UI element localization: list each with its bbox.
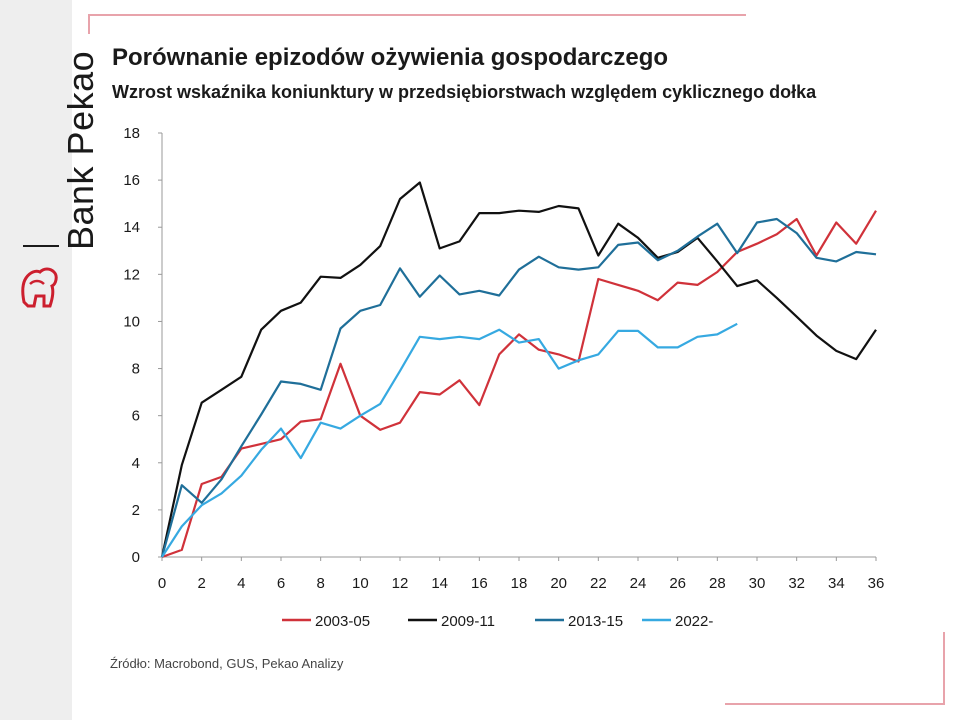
brand-sidebar: Bank Pekao bbox=[0, 0, 101, 720]
chart-lines bbox=[160, 181, 877, 559]
x-tick-label: 30 bbox=[749, 575, 766, 592]
x-tick-label: 4 bbox=[237, 575, 245, 592]
y-tick-label: 10 bbox=[123, 313, 140, 330]
x-tick-label: 26 bbox=[669, 575, 686, 592]
series-line-2022- bbox=[161, 322, 738, 558]
x-tick-label: 34 bbox=[828, 575, 845, 592]
y-tick-label: 2 bbox=[132, 502, 140, 519]
y-tick-label: 4 bbox=[132, 455, 140, 472]
series-line-2009-11 bbox=[160, 181, 877, 558]
x-tick-label: 8 bbox=[316, 575, 324, 592]
legend-label: 2003-05 bbox=[315, 613, 370, 630]
x-tick-label: 14 bbox=[431, 575, 448, 592]
x-tick-label: 0 bbox=[158, 575, 166, 592]
chart-subtitle: Wzrost wskaźnika koniunktury w przedsięb… bbox=[112, 82, 817, 102]
y-tick-label: 18 bbox=[123, 125, 140, 142]
legend-label: 2013-15 bbox=[568, 613, 623, 630]
legend-label: 2022- bbox=[675, 613, 713, 630]
x-tick-label: 28 bbox=[709, 575, 726, 592]
frame-bottom-line bbox=[725, 703, 945, 705]
frame-right-line bbox=[943, 632, 945, 705]
y-tick-label: 8 bbox=[132, 361, 140, 378]
x-tick-label: 10 bbox=[352, 575, 369, 592]
x-tick-label: 12 bbox=[392, 575, 409, 592]
x-tick-label: 20 bbox=[550, 575, 567, 592]
chart-title: Porównanie epizodów ożywienia gospodarcz… bbox=[112, 44, 669, 71]
x-tick-label: 32 bbox=[788, 575, 805, 592]
series-line-2013-15 bbox=[160, 217, 877, 558]
x-tick-label: 24 bbox=[630, 575, 647, 592]
x-tick-label: 18 bbox=[511, 575, 528, 592]
y-tick-label: 16 bbox=[123, 172, 140, 189]
frame-top-line bbox=[88, 14, 746, 16]
source-note: Źródło: Macrobond, GUS, Pekao Analizy bbox=[110, 656, 344, 671]
y-tick-label: 14 bbox=[123, 219, 140, 236]
series-line-2003-05 bbox=[161, 210, 877, 559]
y-tick-label: 12 bbox=[123, 266, 140, 283]
x-tick-label: 22 bbox=[590, 575, 607, 592]
x-tick-label: 2 bbox=[197, 575, 205, 592]
legend-label: 2009-11 bbox=[441, 613, 495, 630]
bison-icon bbox=[21, 267, 58, 308]
x-tick-label: 16 bbox=[471, 575, 488, 592]
frame-left-line bbox=[88, 14, 90, 34]
y-tick-label: 0 bbox=[132, 549, 140, 566]
chart-legend: 2003-05 2009-11 2013-15 2022- bbox=[282, 613, 713, 630]
brand-divider bbox=[23, 245, 59, 247]
x-tick-label: 36 bbox=[868, 575, 885, 592]
x-tick-label: 6 bbox=[277, 575, 285, 592]
y-tick-label: 6 bbox=[132, 408, 140, 425]
